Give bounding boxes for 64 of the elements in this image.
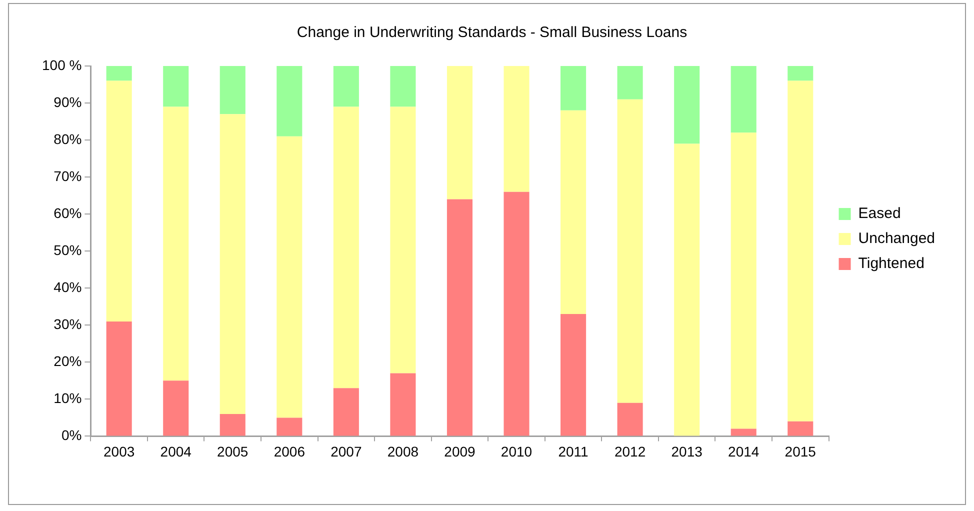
bar — [504, 66, 530, 192]
bar — [106, 80, 132, 322]
y-tick-label: 100 % — [42, 56, 82, 73]
bar — [788, 421, 814, 436]
legend-label: Eased — [858, 205, 901, 222]
y-tick-label: 70% — [54, 168, 82, 184]
bar — [220, 114, 246, 414]
bar — [333, 106, 359, 388]
y-tick-label: 80% — [54, 130, 82, 147]
x-tick-label: 2010 — [500, 443, 532, 460]
bar — [446, 199, 473, 436]
chart-title: Change in Underwriting Standards - Small Business Loans — [296, 24, 688, 42]
bar — [560, 110, 586, 314]
bar — [730, 132, 756, 429]
x-tick-label: 2013 — [671, 443, 703, 460]
bar — [163, 106, 189, 381]
x-tick-label: 2005 — [217, 443, 248, 460]
bar — [390, 106, 416, 374]
legend-label: Unchanged — [858, 230, 936, 248]
y-tick-label: 60% — [54, 204, 82, 221]
x-tick-label: 2014 — [728, 443, 760, 460]
bar — [560, 66, 586, 110]
bar — [276, 418, 302, 436]
y-tick-label: 20% — [54, 353, 82, 370]
bar — [220, 66, 246, 114]
x-tick-label: 2015 — [784, 443, 816, 460]
bar — [617, 402, 643, 436]
bar — [504, 192, 530, 436]
bar — [220, 414, 246, 436]
bar — [674, 144, 700, 436]
bar — [617, 66, 643, 100]
legend-label: Tightened — [858, 255, 924, 272]
bar — [276, 136, 302, 418]
bar — [390, 66, 416, 107]
bar — [617, 99, 643, 403]
bar — [730, 428, 756, 436]
x-tick-label: 2003 — [104, 443, 135, 460]
bar — [163, 380, 189, 436]
bar — [106, 66, 132, 81]
x-tick-label: 2011 — [558, 443, 589, 460]
x-tick-label: 2006 — [274, 443, 306, 460]
bar — [333, 388, 359, 436]
bar — [674, 66, 700, 144]
bar — [788, 66, 814, 81]
bar — [730, 66, 756, 133]
bar — [276, 66, 302, 136]
x-tick-label: 2009 — [444, 443, 476, 460]
bar — [390, 373, 416, 436]
y-tick-label: 30% — [54, 316, 82, 332]
x-tick-label: 2008 — [387, 443, 419, 460]
bar — [333, 66, 359, 107]
bar — [560, 314, 586, 436]
y-tick-label: 50% — [54, 242, 82, 258]
x-tick-label: 2007 — [330, 443, 362, 460]
x-tick-label: 2004 — [160, 443, 192, 460]
bar — [163, 66, 189, 107]
y-tick-label: 40% — [54, 278, 82, 295]
x-tick-label: 2012 — [614, 443, 646, 460]
bar — [446, 66, 473, 200]
y-tick-label: 90% — [54, 94, 82, 110]
bar — [106, 321, 132, 436]
bar — [788, 80, 814, 422]
y-tick-label: 10% — [54, 390, 82, 406]
y-tick-label: 0% — [61, 427, 82, 444]
